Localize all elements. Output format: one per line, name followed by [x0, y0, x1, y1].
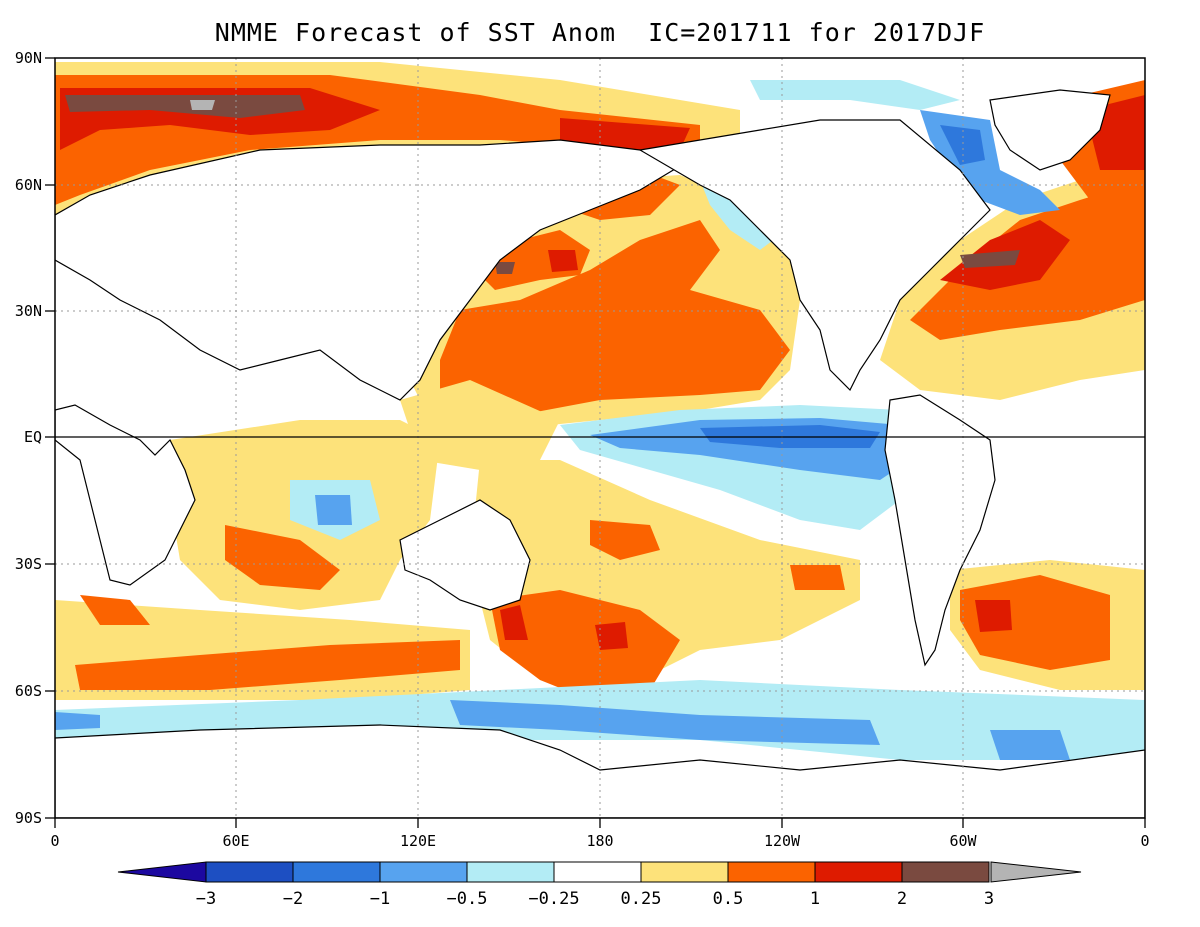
lon-label-120w: 120W: [764, 832, 801, 850]
north-america-outline: [638, 119, 991, 392]
anomaly-arctic-eurasia-hot2: [560, 118, 690, 150]
lon-label-0-left: 0: [50, 832, 59, 850]
colorbar-box: [901, 861, 990, 883]
anomaly-nz-hot: [595, 622, 628, 650]
colorbar-label: −0.5: [447, 889, 488, 909]
lat-label-30n: 30N: [15, 302, 42, 320]
colorbar-box: [205, 861, 294, 883]
anomaly-sp-warm-patch2: [790, 565, 845, 590]
lon-label-0-right: 0: [1140, 832, 1149, 850]
lon-label-60w: 60W: [949, 832, 977, 850]
lon-label-60e: 60E: [222, 832, 249, 850]
anomaly-antarctic-cool: [450, 700, 880, 745]
lat-axis: 90N 60N 30N EQ 30S 60S 90S: [15, 49, 55, 827]
anomaly-japan-sea-very-hot: [495, 262, 515, 274]
map-title: NMME Forecast of SST Anom IC=201711 for …: [214, 18, 986, 47]
lat-label-60s: 60S: [15, 682, 42, 700]
africa-outline: [55, 404, 196, 586]
lon-axis: 0 60E 120E 180 120W 60W 0: [50, 818, 1150, 850]
anomaly-ne-pacific-cool: [700, 180, 780, 250]
anomaly-s-indian-warm: [225, 525, 340, 590]
colorbar: −3 −2 −1 −0.5 −0.25 0.25 0.5 1 2 3: [117, 861, 1082, 909]
lat-label-eq: EQ: [24, 428, 42, 446]
anomaly-southern-band-warm: [75, 640, 460, 690]
colorbar-label: −1: [370, 889, 390, 909]
lon-label-120e: 120E: [400, 832, 436, 850]
colorbar-label: −0.25: [528, 889, 579, 909]
anomaly-maritime-warm: [400, 380, 560, 470]
anomaly-north-atlantic-very-hot: [960, 250, 1020, 268]
anomaly-north-pacific-warm: [440, 220, 790, 420]
lat-label-90s: 90S: [15, 809, 42, 827]
colorbar-label: 3: [984, 889, 994, 909]
colorbar-over-arrow: [990, 861, 1082, 883]
anomaly-kuroshio-hot: [548, 250, 578, 272]
lat-label-60n: 60N: [15, 176, 42, 194]
colorbar-label: −2: [283, 889, 303, 909]
lat-label-30s: 30S: [15, 555, 42, 573]
south-america-outline: [884, 394, 996, 667]
anomaly-arctic-canada-cool: [750, 80, 960, 110]
anomaly-indian-cool2: [315, 495, 352, 525]
colorbar-box: [727, 861, 816, 883]
eurasia-outline: [55, 139, 692, 401]
colorbar-box: [292, 861, 381, 883]
colorbar-label: 1: [810, 889, 820, 909]
australia-outline: [399, 499, 531, 611]
anomaly-antarctic-cool2: [990, 730, 1070, 760]
lat-label-90n: 90N: [15, 49, 42, 67]
colorbar-box: [640, 861, 729, 883]
lon-label-180: 180: [586, 832, 613, 850]
anomaly-antarctic-cool3: [55, 712, 100, 730]
anomaly-tasman-warm: [490, 590, 680, 700]
colorbar-box: [466, 861, 555, 883]
anomaly-arctic-extreme: [190, 100, 215, 110]
colorbar-label: 2: [897, 889, 907, 909]
colorbar-label: −3: [196, 889, 216, 909]
anomaly-labrador-cold: [940, 125, 985, 165]
anomaly-tasman-hot: [500, 605, 528, 640]
colorbar-box: [814, 861, 903, 883]
anomaly-south-atlantic-hot: [975, 600, 1012, 632]
anomaly-southern-band-warm2: [80, 595, 150, 625]
anomaly-arctic-very-hot: [65, 95, 305, 118]
colorbar-box: [553, 861, 642, 883]
colorbar-label: 0.25: [621, 889, 662, 909]
gridlines: [55, 58, 1145, 818]
colorbar-under-arrow: [117, 861, 207, 883]
antarctica-outline: [55, 724, 1145, 818]
anomaly-south-atlantic-warm: [960, 575, 1110, 670]
continent-outlines: [55, 89, 1145, 818]
colorbar-box: [379, 861, 468, 883]
colorbar-label: 0.5: [713, 889, 744, 909]
anomaly-sp-warm-patch: [590, 520, 660, 560]
greenland-outline: [989, 89, 1111, 171]
